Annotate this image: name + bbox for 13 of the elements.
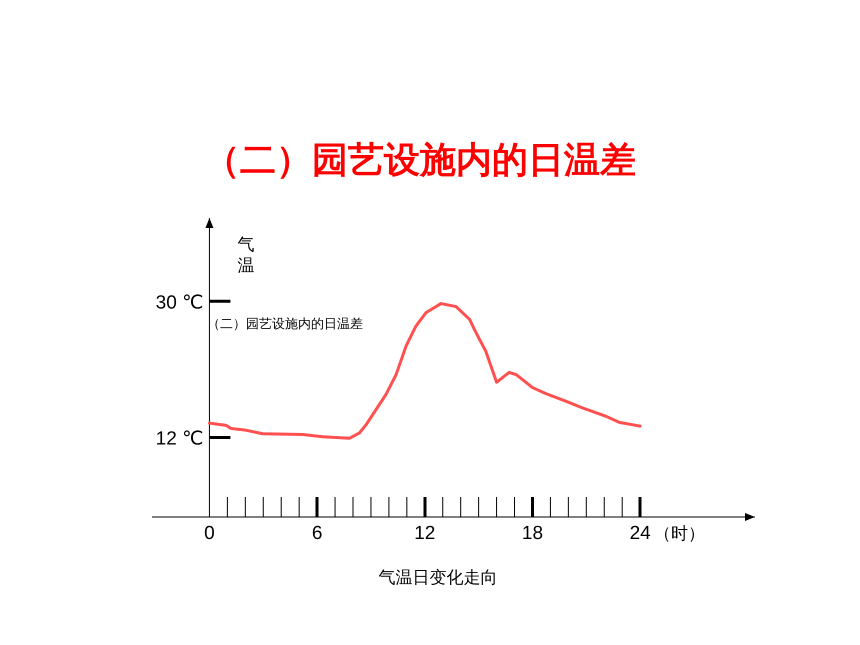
x-tick-label: 18 <box>522 523 544 544</box>
x-tick-label: 6 <box>312 523 322 544</box>
x-axis-title: （时） <box>654 524 706 543</box>
text: 气温日变化走向 <box>378 568 498 587</box>
x-tick-label: 0 <box>204 523 215 544</box>
y-tick-label: 12 ℃ <box>156 428 204 450</box>
x-tick-label: 24 <box>630 523 652 544</box>
chart-title: （二）园艺设施内的日温差 <box>204 139 636 180</box>
line-series <box>208 302 642 440</box>
y-axis-title: 气温 <box>238 235 254 275</box>
y-tick-label: 30 ℃ <box>156 292 204 314</box>
annotation: （二）园艺设施内的日温差 <box>207 316 363 331</box>
x-tick-label: 12 <box>414 523 436 544</box>
